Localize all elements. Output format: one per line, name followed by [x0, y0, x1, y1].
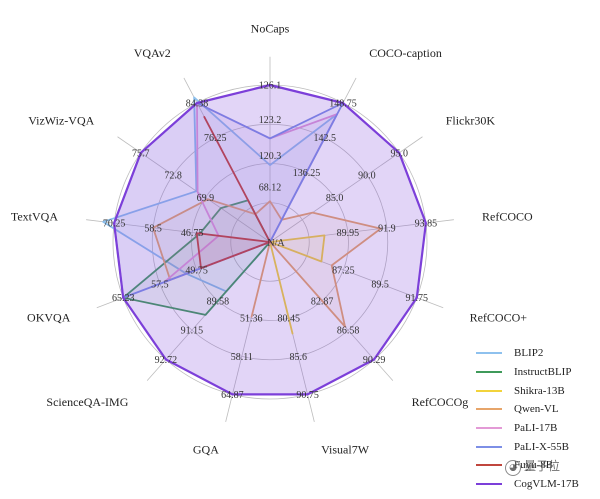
- tick-label: 57.5: [151, 279, 169, 290]
- tick-label: 68.12: [259, 183, 282, 194]
- axis-label-coco-caption: COCO-caption: [369, 46, 442, 60]
- tick-label: 89.95: [337, 228, 360, 239]
- tick-label: 90.75: [296, 390, 319, 401]
- legend-label: Shikra-13B: [514, 384, 565, 397]
- legend-item: InstructBLIP: [476, 363, 596, 382]
- tick-label: 86.58: [337, 326, 360, 337]
- legend-item: CogVLM-17B: [476, 475, 596, 494]
- tick-label: 65.23: [112, 293, 135, 304]
- tick-label: 148.75: [329, 99, 357, 110]
- legend-label: PaLI-17B: [514, 422, 558, 435]
- radar-series: [102, 83, 427, 396]
- legend-label: PaLI-X-55B: [514, 440, 569, 453]
- series-fuyu-8b: [195, 116, 271, 270]
- tick-label: 89.58: [207, 296, 230, 307]
- axis-label-refcocog: RefCOCOg: [412, 395, 469, 409]
- tick-label: 58.11: [231, 352, 253, 363]
- tick-label: 136.25: [293, 168, 321, 179]
- legend-label: CogVLM-17B: [514, 478, 579, 491]
- tick-label: 58.5: [144, 223, 162, 234]
- series-shikra-13b: [269, 234, 326, 335]
- tick-label: 95.0: [390, 148, 408, 159]
- tick-label: 89.5: [371, 279, 389, 290]
- tick-label: 85.0: [326, 193, 344, 204]
- tick-label: 87.25: [332, 265, 355, 276]
- tick-label: 120.3: [259, 151, 282, 162]
- tick-label: 64.87: [221, 390, 244, 401]
- legend-label: InstructBLIP: [514, 366, 572, 379]
- tick-label: 90.0: [358, 171, 376, 182]
- tick-label: 126.1: [259, 81, 282, 92]
- watermark: ◕ 量子位: [505, 457, 560, 476]
- legend-swatch: [476, 427, 502, 430]
- series-cogvlm-17b: [112, 83, 427, 396]
- chart-legend: BLIP2 InstructBLIP Shikra-13B Qwen-VL PaLI-1…: [476, 344, 596, 494]
- tick-label: 90.29: [363, 355, 386, 366]
- tick-label: 142.5: [313, 133, 336, 144]
- axis-label-visual7w: Visual7W: [321, 442, 370, 456]
- legend-swatch: [476, 371, 502, 374]
- legend-swatch: [476, 445, 502, 448]
- legend-swatch: [476, 408, 502, 411]
- axis-label-flickr30k: Flickr30K: [446, 114, 496, 128]
- tick-label: 72.8: [164, 171, 182, 182]
- axis-label-vizwiz-vqa: VizWiz-VQA: [28, 114, 94, 128]
- legend-item: Qwen-VL: [476, 400, 596, 419]
- legend-label: Qwen-VL: [514, 403, 559, 416]
- legend-item: PaLI-17B: [476, 419, 596, 438]
- tick-label: 93.85: [415, 219, 438, 230]
- tick-label: 69.9: [197, 193, 215, 204]
- legend-label: BLIP2: [514, 347, 544, 360]
- tick-label: 84.38: [186, 99, 209, 110]
- legend-swatch: [476, 483, 502, 486]
- tick-label: 91.9: [378, 223, 396, 234]
- tick-label: 46.75: [181, 228, 204, 239]
- tick-label: 123.2: [259, 115, 282, 126]
- legend-swatch: [476, 389, 502, 392]
- tick-label: 75.7: [132, 148, 150, 159]
- center-label: N/A: [267, 238, 285, 249]
- radar-axis-labels: NoCaps COCO-caption Flickr30K RefCOCO RefCOC…: [11, 22, 533, 457]
- axis-label-refcoco-: RefCOCO+: [470, 311, 528, 325]
- radar-tick-labels: 68.12 120.3 123.2 126.1 136.25 142.5 148.75 85.…: [103, 81, 437, 401]
- wechat-icon: ◕: [505, 460, 521, 476]
- legend-item: BLIP2: [476, 344, 596, 363]
- legend-swatch: [476, 464, 502, 467]
- tick-label: 91.15: [181, 326, 204, 337]
- spoke-flickr30k: [269, 136, 423, 243]
- axis-label-okvqa: OKVQA: [27, 311, 71, 325]
- tick-label: 51.36: [240, 314, 263, 325]
- series-qwen-vl: [152, 198, 382, 328]
- legend-item: Shikra-13B: [476, 381, 596, 400]
- tick-label: 82.87: [311, 296, 334, 307]
- legend-label: Fuyu-8B: [514, 459, 554, 472]
- axis-label-gqa: GQA: [193, 442, 219, 456]
- axis-label-refcoco: RefCOCO: [482, 209, 533, 223]
- legend-item: Fuyu-8B: [476, 456, 596, 475]
- legend-item: PaLI-X-55B: [476, 437, 596, 456]
- axis-label-nocaps: NoCaps: [251, 22, 290, 36]
- tick-label: 49.75: [185, 265, 208, 276]
- axis-label-vqav2: VQAv2: [134, 46, 171, 60]
- tick-label: 92.72: [155, 355, 178, 366]
- tick-label: 70.25: [103, 219, 126, 230]
- watermark-text: 量子位: [524, 459, 561, 473]
- tick-label: 76.25: [204, 133, 227, 144]
- spoke-vizwiz-vqa: [117, 136, 271, 243]
- tick-label: 91.75: [406, 293, 429, 304]
- axis-label-textvqa: TextVQA: [11, 209, 58, 223]
- legend-swatch: [476, 352, 502, 355]
- tick-label: 85.6: [289, 352, 307, 363]
- axis-label-scienceqa-img: ScienceQA-IMG: [46, 395, 128, 409]
- tick-label: 80.45: [278, 314, 301, 325]
